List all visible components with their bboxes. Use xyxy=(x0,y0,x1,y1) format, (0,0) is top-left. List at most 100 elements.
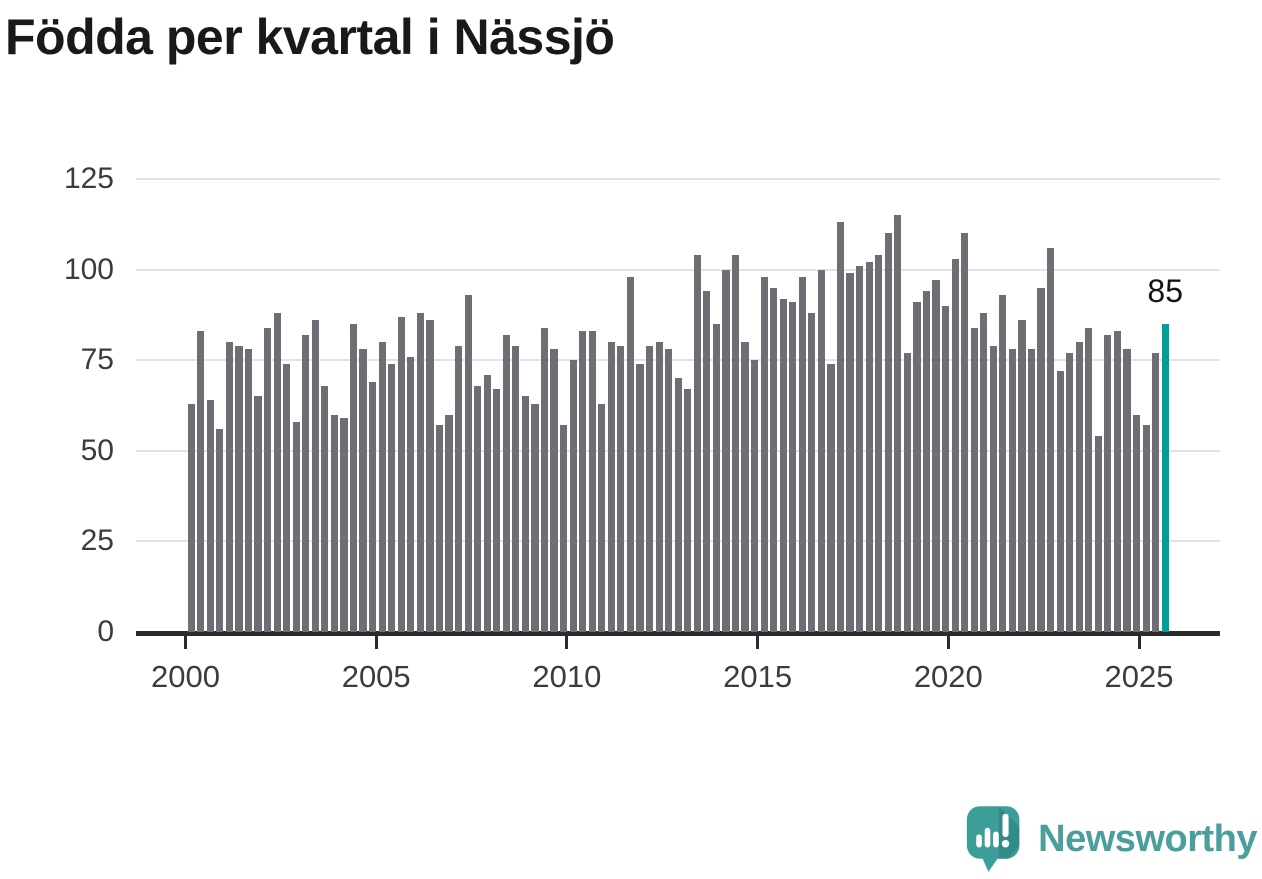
bar-2005-q4 xyxy=(407,356,415,632)
newsworthy-logo-text: Newsworthy xyxy=(1038,817,1257,860)
bar-2022-q3 xyxy=(1047,247,1055,632)
chart-title: Födda per kvartal i Nässjö xyxy=(5,9,615,65)
bar-2000-q1 xyxy=(187,403,195,632)
bar-2018-q3 xyxy=(894,215,902,632)
bar-2020-q1 xyxy=(951,258,959,632)
bar-2004-q2 xyxy=(349,323,358,632)
bar-2010-q3 xyxy=(588,331,596,632)
bar-2008-q2 xyxy=(502,334,510,632)
x-tick-label-2015: 2015 xyxy=(723,659,793,694)
bar-2013-q4 xyxy=(712,323,720,632)
bar-2001-q3 xyxy=(244,349,253,632)
bar-2005-q3 xyxy=(397,316,405,632)
bar-2008-q3 xyxy=(512,345,520,632)
bar-2003-q4 xyxy=(330,414,339,632)
y-tick-label-50: 50 xyxy=(80,433,114,467)
bar-2000-q2 xyxy=(197,331,205,632)
newsworthy-logo-icon xyxy=(967,806,1020,872)
bar-2007-q2 xyxy=(464,294,472,632)
bar-2015-q1 xyxy=(760,276,768,632)
bar-2024-q1 xyxy=(1104,334,1112,632)
x-tick-2010 xyxy=(565,636,569,649)
bar-2019-q1 xyxy=(913,302,921,632)
bar-2024-q3 xyxy=(1123,349,1131,632)
bar-2001-q1 xyxy=(225,342,233,632)
bar-2012-q1 xyxy=(645,345,654,632)
bar-2006-q3 xyxy=(435,425,444,632)
x-tick-label-2010: 2010 xyxy=(532,659,602,694)
bar-2025-q2 xyxy=(1152,352,1160,632)
bar-2004-q3 xyxy=(359,349,367,632)
bar-2014-q2 xyxy=(731,255,740,632)
bar-2007-q4 xyxy=(483,374,491,632)
bar-2022-q4 xyxy=(1056,371,1064,632)
bar-2001-q2 xyxy=(235,345,243,632)
bar-2002-q1 xyxy=(263,327,272,632)
bar-2008-q4 xyxy=(521,396,529,632)
bar-2013-q3 xyxy=(703,291,711,632)
bar-2005-q2 xyxy=(388,363,396,632)
bar-2022-q2 xyxy=(1037,287,1045,632)
bar-2019-q3 xyxy=(932,280,940,632)
bar-2023-q4 xyxy=(1094,436,1102,632)
bar-2017-q1 xyxy=(836,222,845,632)
bar-2003-q1 xyxy=(302,334,310,632)
bar-2023-q3 xyxy=(1085,327,1093,632)
bar-2017-q3 xyxy=(856,265,864,632)
bar-2007-q3 xyxy=(474,385,482,632)
x-tick-label-2020: 2020 xyxy=(913,659,983,694)
bar-2009-q2 xyxy=(540,327,549,632)
bar-2021-q3 xyxy=(1008,349,1016,632)
bar-2025-q1 xyxy=(1142,425,1150,632)
bar-2020-q4 xyxy=(980,313,988,632)
bar-2002-q2 xyxy=(273,313,281,632)
bar-2005-q1 xyxy=(378,342,386,632)
bar-2014-q3 xyxy=(741,342,749,632)
bar-2010-q4 xyxy=(598,403,606,632)
last-value-label: 85 xyxy=(1147,272,1183,309)
bar-2003-q3 xyxy=(321,385,329,632)
bar-2002-q3 xyxy=(283,363,291,632)
bar-2012-q3 xyxy=(665,349,673,632)
bar-2016-q3 xyxy=(817,269,826,632)
bar-2001-q4 xyxy=(254,396,262,632)
bar-2004-q1 xyxy=(340,418,348,632)
x-tick-2005 xyxy=(374,636,378,649)
bar-2013-q1 xyxy=(684,389,692,632)
bar-2000-q3 xyxy=(206,400,214,632)
bar-2021-q1 xyxy=(989,345,997,632)
bar-2023-q1 xyxy=(1066,352,1074,632)
x-axis-line xyxy=(136,631,1220,636)
x-tick-2000 xyxy=(184,636,187,649)
bar-2006-q2 xyxy=(426,320,434,632)
bar-2016-q1 xyxy=(798,276,806,632)
bar-2015-q2 xyxy=(770,287,778,632)
y-tick-label-100: 100 xyxy=(63,252,114,286)
bar-2009-q1 xyxy=(531,403,539,632)
newsworthy-logo[interactable]: Newsworthy xyxy=(965,804,1257,874)
bar-2024-q4 xyxy=(1132,414,1141,632)
bar-2010-q1 xyxy=(569,360,577,632)
x-tick-2020 xyxy=(946,636,950,649)
bar-2021-q4 xyxy=(1018,320,1026,632)
bar-2006-q1 xyxy=(416,313,424,632)
bar-2015-q3 xyxy=(779,298,787,632)
bar-2011-q4 xyxy=(636,363,644,632)
bar-2025-q3-highlighted xyxy=(1161,323,1169,632)
bar-2014-q4 xyxy=(750,360,759,632)
bar-2003-q2 xyxy=(311,320,319,632)
x-tick-2015 xyxy=(756,636,760,649)
bar-2018-q4 xyxy=(903,352,911,632)
bar-2016-q4 xyxy=(827,363,835,632)
gridline-75 xyxy=(136,359,1220,362)
bar-2021-q2 xyxy=(999,294,1007,632)
gridline-100 xyxy=(136,268,1220,271)
bar-2018-q1 xyxy=(875,255,883,632)
bar-2000-q4 xyxy=(216,429,224,632)
gridline-125 xyxy=(136,178,1220,180)
bar-2009-q3 xyxy=(550,349,558,632)
bar-2011-q1 xyxy=(607,342,615,632)
bar-2002-q4 xyxy=(292,421,300,632)
bar-2009-q4 xyxy=(560,425,568,632)
bar-2020-q3 xyxy=(970,327,978,632)
